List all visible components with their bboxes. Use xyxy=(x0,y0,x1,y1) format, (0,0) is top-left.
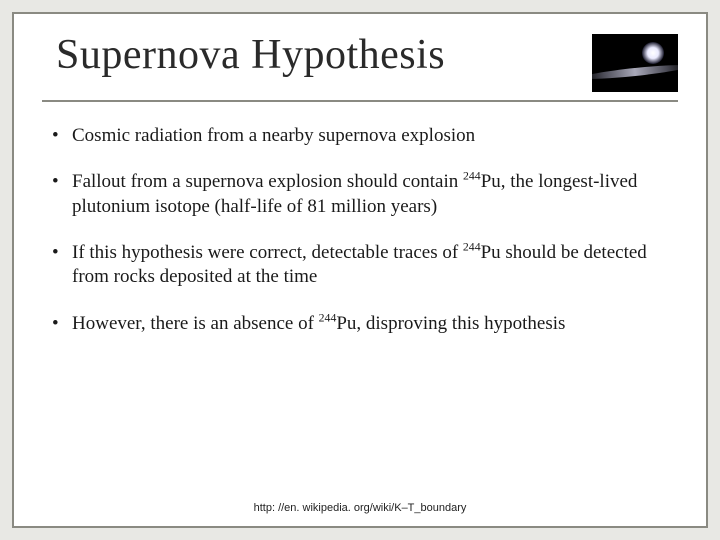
bullet-item: Fallout from a supernova explosion shoul… xyxy=(46,170,674,219)
bullet-item: Cosmic radiation from a nearby supernova… xyxy=(46,124,674,148)
slide-header: Supernova Hypothesis xyxy=(42,32,678,102)
bullet-list: Cosmic radiation from a nearby supernova… xyxy=(46,124,674,336)
galaxy-streak xyxy=(592,62,678,81)
slide-frame: Supernova Hypothesis Cosmic radiation fr… xyxy=(12,12,708,528)
slide-title: Supernova Hypothesis xyxy=(42,32,445,78)
source-footer: http: //en. wikipedia. org/wiki/K–T_boun… xyxy=(14,502,706,514)
bullet-item: If this hypothesis were correct, detecta… xyxy=(46,241,674,290)
supernova-glow xyxy=(642,42,664,64)
bullet-item: However, there is an absence of 244Pu, d… xyxy=(46,312,674,336)
supernova-image xyxy=(592,34,678,92)
slide-content: Cosmic radiation from a nearby supernova… xyxy=(42,124,678,336)
